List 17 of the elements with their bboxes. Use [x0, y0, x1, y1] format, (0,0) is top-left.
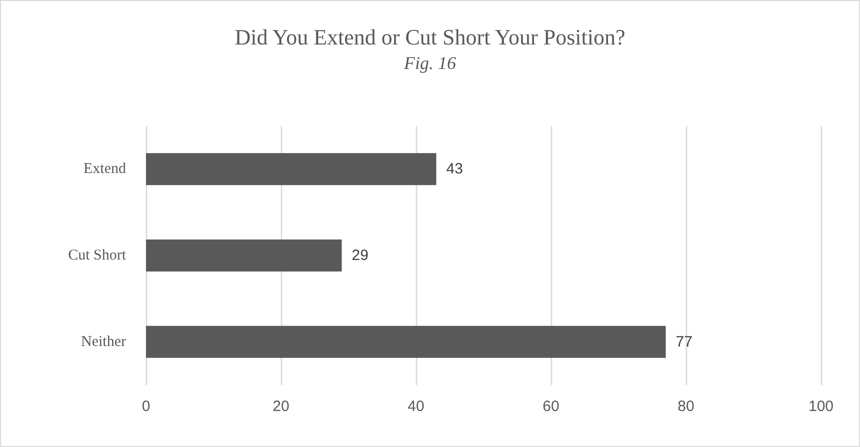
x-tick-label: 20 [272, 398, 290, 415]
bar [146, 326, 666, 358]
x-tick-label: 100 [808, 398, 834, 415]
bar [146, 240, 342, 272]
bar [146, 153, 436, 186]
chart-title: Did You Extend or Cut Short Your Position? [234, 24, 626, 50]
y-tick-label: Cut Short [68, 248, 127, 264]
data-label: 43 [446, 160, 463, 178]
chart-subtitle: Fig. 16 [403, 53, 456, 73]
y-tick-label: Neither [81, 334, 126, 350]
data-label: 29 [352, 247, 368, 264]
data-label: 77 [676, 333, 692, 350]
x-tick-label: 80 [678, 398, 694, 415]
x-tick-label: 40 [408, 398, 424, 415]
x-tick-label: 0 [142, 398, 150, 415]
x-tick-label: 60 [542, 398, 560, 415]
y-tick-label: Extend [84, 161, 126, 178]
